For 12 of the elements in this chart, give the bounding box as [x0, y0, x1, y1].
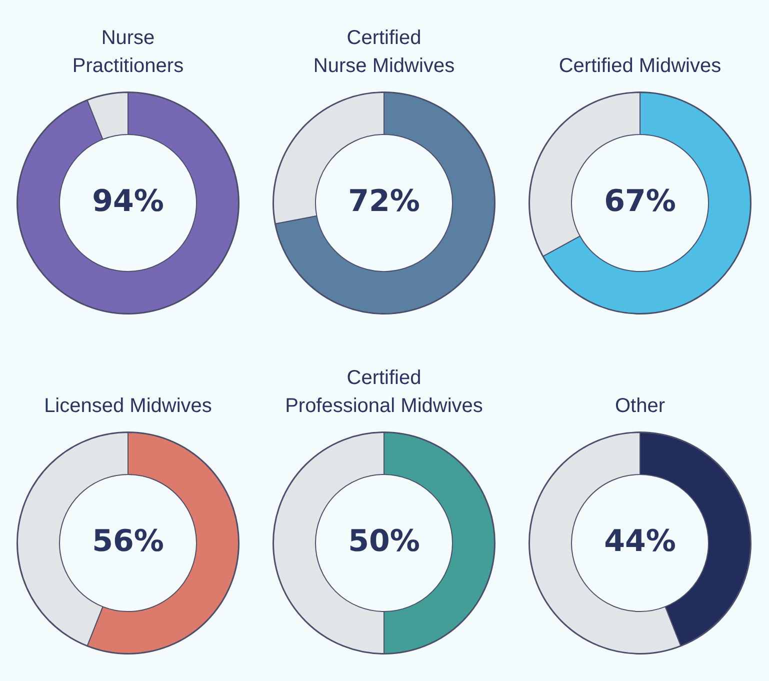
chart-title: Certified Professional Midwives: [285, 366, 483, 419]
data-label: 72%: [348, 184, 420, 219]
data-label: 56%: [92, 524, 164, 559]
chart-title: Nurse Practitioners: [72, 26, 184, 79]
data-label: 50%: [348, 524, 420, 559]
chart-title: Certified Midwives: [558, 54, 722, 79]
chart-title: Other: [614, 394, 666, 419]
data-label: 44%: [604, 524, 676, 559]
data-label: 67%: [604, 184, 676, 219]
data-label: 94%: [92, 184, 164, 219]
chart-title: Certified Nurse Midwives: [313, 26, 455, 79]
chart-title: Licensed Midwives: [44, 394, 212, 419]
